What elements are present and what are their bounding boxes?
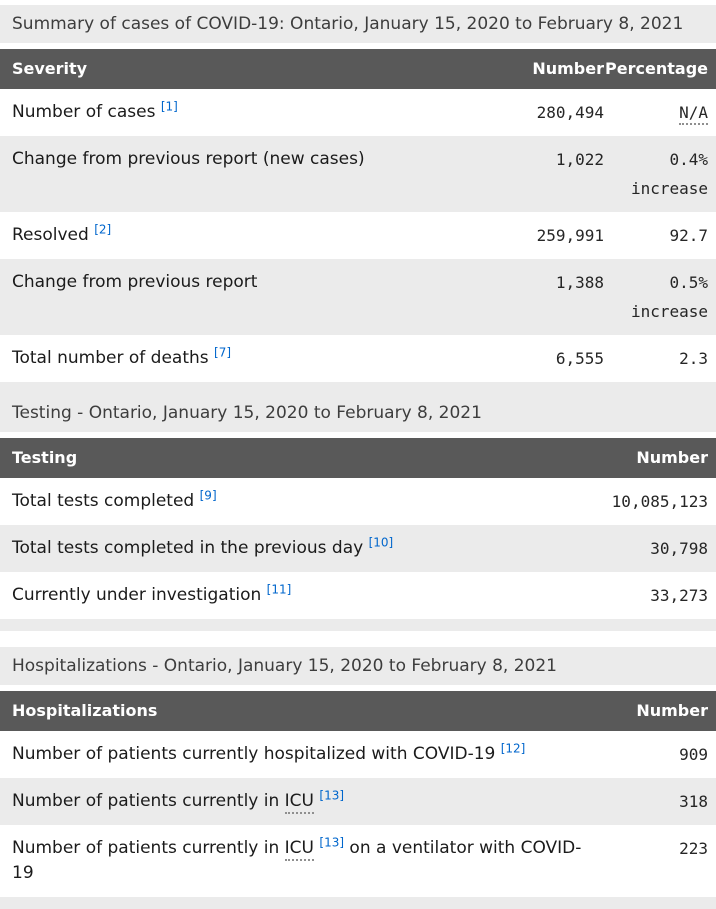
percentage-value: 92.7 bbox=[669, 226, 708, 245]
percentage-note: increase bbox=[630, 179, 708, 198]
table-row: Total tests completed in the previous da… bbox=[0, 525, 716, 572]
footnote-ref-link[interactable]: [11] bbox=[266, 582, 292, 597]
row-label-cell: Number of patients currently in ICU [13]… bbox=[12, 835, 582, 883]
row-label-cell: Total tests completed [9] bbox=[12, 488, 217, 511]
row-label-cell: Resolved [2] bbox=[12, 222, 112, 245]
summary-of-cases-table: Severity Number Percentage Number of cas… bbox=[0, 49, 716, 394]
footnote-ref: [10] bbox=[369, 535, 394, 549]
table-header-row: Testing Number bbox=[0, 438, 716, 478]
footnote-ref-link[interactable]: [10] bbox=[368, 535, 394, 550]
empty-stripe-cell bbox=[0, 897, 716, 909]
row-label-cell: Total tests completed in the previous da… bbox=[12, 535, 394, 558]
testing-section: Testing - Ontario, January 15, 2020 to F… bbox=[0, 394, 716, 631]
footnote-ref-link[interactable]: [12] bbox=[500, 741, 526, 756]
row-label-cell: Number of patients currently in ICU [13] bbox=[0, 778, 586, 825]
footnote-ref: [9] bbox=[200, 488, 217, 502]
empty-stripe-row bbox=[0, 897, 716, 909]
footnote-ref: [13] bbox=[319, 788, 344, 802]
column-header-testing: Testing bbox=[0, 438, 586, 478]
row-percentage-cell: 0.4% increase bbox=[604, 136, 716, 212]
row-percentage-cell: 2.3 bbox=[604, 335, 716, 382]
column-header-percentage: Percentage bbox=[604, 49, 716, 89]
row-number-cell: 318 bbox=[679, 792, 708, 811]
table-row: Resolved [2] 259,991 92.7 bbox=[0, 212, 716, 259]
table-row: Number of cases [1] 280,494 N/A bbox=[0, 89, 716, 136]
row-percentage-cell: 0.5% increase bbox=[604, 259, 716, 335]
table-row: Total tests completed [9] 10,085,123 bbox=[0, 478, 716, 525]
footnote-ref: [7] bbox=[214, 345, 231, 359]
testing-table-caption: Testing - Ontario, January 15, 2020 to F… bbox=[0, 394, 716, 432]
abbreviation: ICU bbox=[284, 838, 314, 861]
table-row: Number of patients currently hospitalize… bbox=[0, 731, 716, 778]
table-header-row: Hospitalizations Number bbox=[0, 691, 716, 731]
row-number-cell: 30,798 bbox=[650, 539, 708, 558]
row-number-cell: 280,494 bbox=[536, 103, 604, 122]
footnote-ref-link[interactable]: [1] bbox=[160, 99, 178, 114]
row-percentage-cell: 92.7 bbox=[604, 212, 716, 259]
table-row: Change from previous report 1,388 0.5% incr… bbox=[0, 259, 716, 335]
percentage-value: N/A bbox=[604, 100, 708, 125]
footnote-ref-link[interactable]: [2] bbox=[94, 222, 112, 237]
row-number-cell: 10,085,123 bbox=[611, 492, 708, 511]
table-row: Number of patients currently in ICU [13]… bbox=[0, 778, 716, 825]
row-number-cell: 259,991 bbox=[536, 226, 604, 245]
footnote-ref: [11] bbox=[267, 582, 292, 596]
row-label-cell: Number of cases [1] bbox=[12, 99, 178, 122]
row-number-cell: 1,388 bbox=[555, 273, 604, 292]
percentage-note: increase bbox=[630, 302, 708, 321]
column-header-hospitalizations: Hospitalizations bbox=[0, 691, 586, 731]
column-header-number: Number bbox=[586, 691, 716, 731]
footnote-ref: [1] bbox=[161, 99, 178, 113]
row-number-cell: 1,022 bbox=[555, 150, 604, 169]
footnote-ref: [2] bbox=[94, 222, 111, 236]
percentage-value: 2.3 bbox=[679, 349, 708, 368]
row-number-cell: 33,273 bbox=[650, 586, 708, 605]
testing-table: Testing Number Total tests completed [9]… bbox=[0, 438, 716, 631]
hospitalizations-table-caption: Hospitalizations - Ontario, January 15, … bbox=[0, 647, 716, 685]
hospitalizations-table: Hospitalizations Number Number of patien… bbox=[0, 691, 716, 909]
table-row: Currently under investigation [11] 33,273 bbox=[0, 572, 716, 619]
footnote-ref: [12] bbox=[501, 741, 526, 755]
abbreviation: N/A bbox=[679, 103, 708, 125]
row-number-cell: 6,555 bbox=[555, 349, 604, 368]
percentage-value: 0.4% bbox=[669, 150, 708, 169]
row-label-cell: Total number of deaths [7] bbox=[12, 345, 232, 368]
row-label-cell: Change from previous report (new cases) bbox=[12, 149, 365, 169]
row-label-cell: Change from previous report bbox=[12, 272, 258, 292]
table-header-row: Severity Number Percentage bbox=[0, 49, 716, 89]
abbreviation: ICU bbox=[284, 791, 314, 814]
footnote-ref-link[interactable]: [13] bbox=[319, 788, 345, 803]
row-number-cell: 223 bbox=[679, 839, 708, 858]
row-label-cell: Number of patients currently hospitalize… bbox=[12, 741, 526, 764]
table-row: Number of patients currently in ICU [13]… bbox=[0, 825, 716, 897]
footnote-ref: [13] bbox=[319, 835, 344, 849]
summary-of-cases-section: Summary of cases of COVID-19: Ontario, J… bbox=[0, 5, 716, 394]
footnote-ref-link[interactable]: [9] bbox=[199, 488, 217, 503]
empty-stripe-cell bbox=[0, 619, 716, 631]
footnote-ref-link[interactable]: [13] bbox=[319, 835, 345, 850]
row-label-cell: Currently under investigation [11] bbox=[12, 582, 292, 605]
column-header-number: Number bbox=[512, 49, 604, 89]
hospitalizations-section: Hospitalizations - Ontario, January 15, … bbox=[0, 647, 716, 909]
column-header-number: Number bbox=[586, 438, 716, 478]
table-row: Total number of deaths [7] 6,555 2.3 bbox=[0, 335, 716, 382]
empty-stripe-row bbox=[0, 382, 716, 394]
column-header-severity: Severity bbox=[0, 49, 512, 89]
summary-table-caption: Summary of cases of COVID-19: Ontario, J… bbox=[0, 5, 716, 43]
footnote-ref-link[interactable]: [7] bbox=[214, 345, 232, 360]
row-percentage-cell: N/A bbox=[604, 89, 716, 136]
table-row: Change from previous report (new cases) 1… bbox=[0, 136, 716, 212]
percentage-value: 0.5% bbox=[669, 273, 708, 292]
empty-stripe-row bbox=[0, 619, 716, 631]
row-number-cell: 909 bbox=[679, 745, 708, 764]
empty-stripe-cell bbox=[0, 382, 716, 394]
